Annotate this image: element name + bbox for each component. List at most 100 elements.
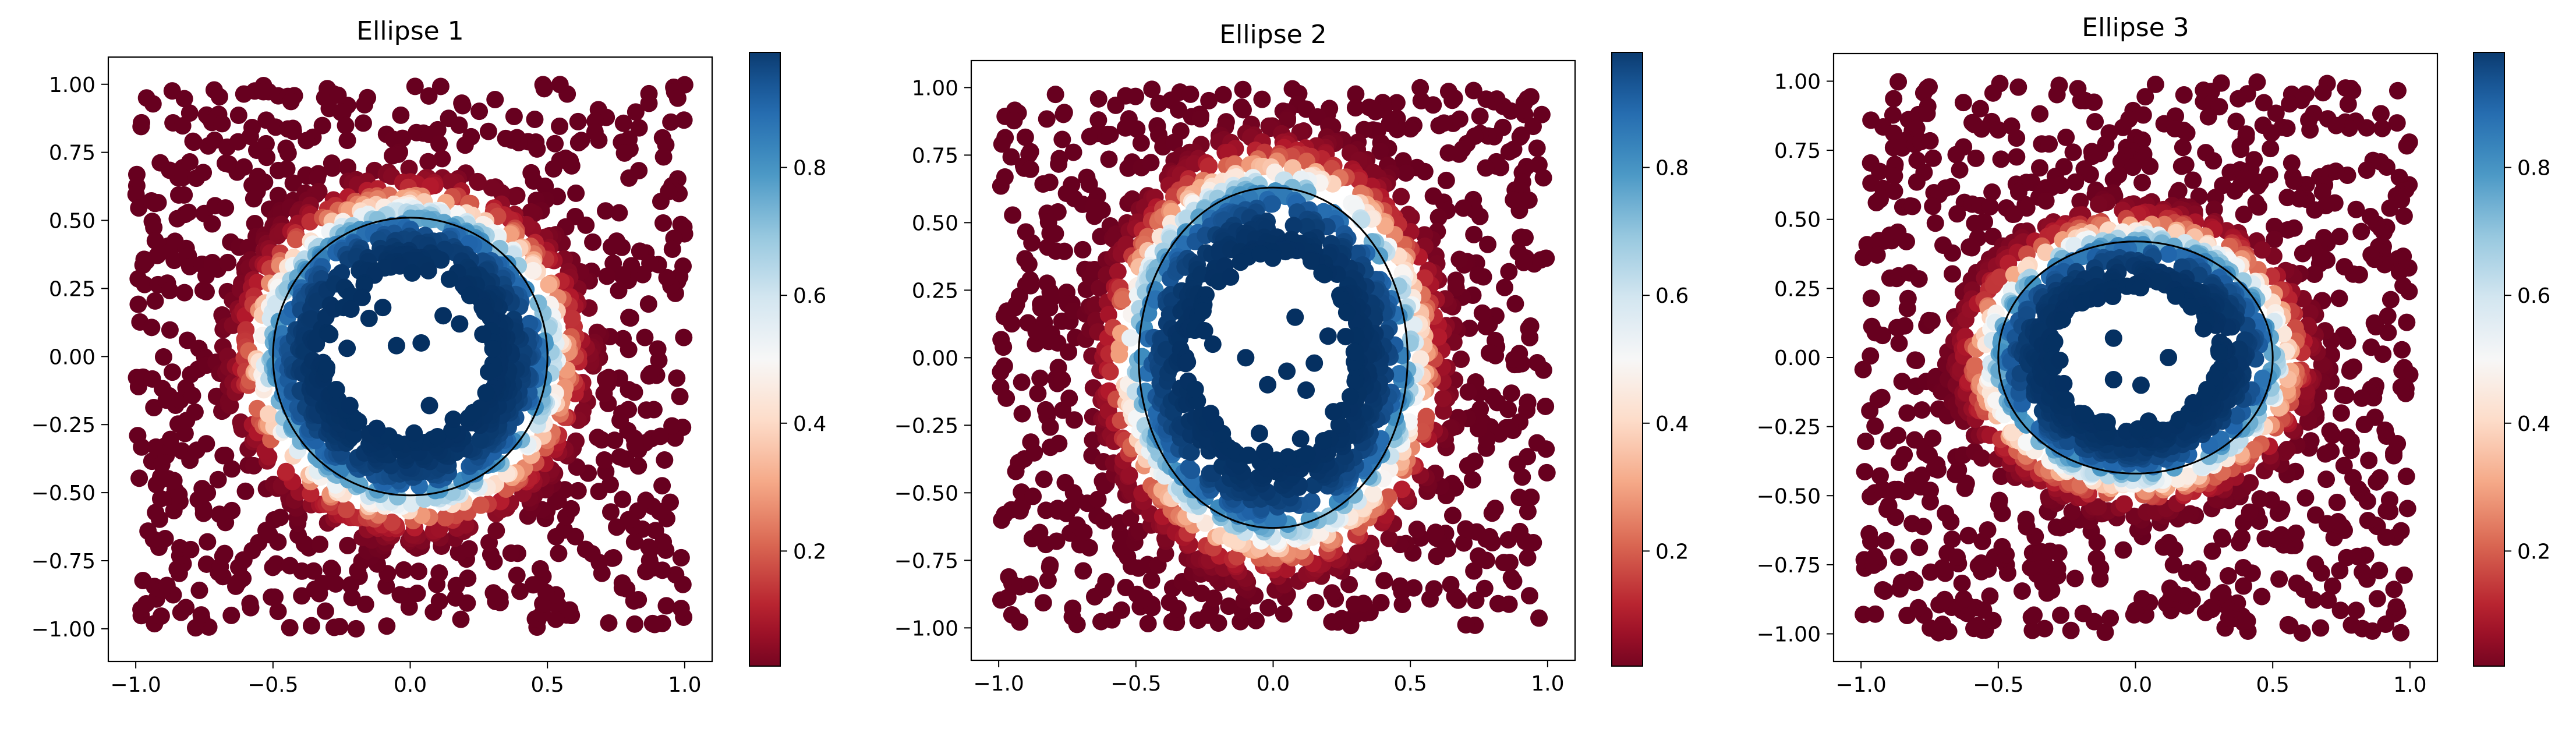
scatter-point xyxy=(1337,328,1354,345)
scatter-point xyxy=(2049,560,2067,577)
scatter-point xyxy=(2249,177,2266,194)
scatter-point xyxy=(1325,403,1342,420)
scatter-point xyxy=(550,544,567,562)
scatter-point xyxy=(1866,548,1884,565)
scatter-point xyxy=(1459,457,1477,475)
scatter-point xyxy=(1107,97,1124,114)
scatter-point xyxy=(1307,594,1324,611)
scatter-point xyxy=(1991,492,2008,509)
scatter-point xyxy=(130,469,148,487)
scatter-point xyxy=(654,214,672,232)
scatter-point xyxy=(505,108,523,125)
scatter-point xyxy=(1205,589,1223,607)
scatter-point xyxy=(1535,169,1552,186)
scatter-point xyxy=(404,264,421,282)
scatter-point xyxy=(1375,572,1393,589)
scatter-point xyxy=(1060,390,1078,407)
scatter-point xyxy=(1425,187,1442,205)
scatter-point xyxy=(1947,146,1965,164)
x-tick-label: 0.0 xyxy=(1257,672,1290,696)
colorbar-tick-label: 0.4 xyxy=(793,412,826,436)
scatter-point xyxy=(1275,605,1293,622)
scatter-point xyxy=(1179,353,1196,371)
scatter-point xyxy=(1455,199,1472,217)
scatter-point xyxy=(2133,174,2151,192)
scatter-point xyxy=(1944,265,1961,282)
scatter-point xyxy=(1031,370,1049,387)
scatter-point xyxy=(597,202,614,220)
scatter-point xyxy=(2009,79,2027,96)
scatter-point xyxy=(324,160,341,177)
scatter-point xyxy=(1509,455,1526,473)
scatter-point xyxy=(2086,113,2104,130)
scatter-point xyxy=(1867,606,1884,623)
scatter-point xyxy=(2337,79,2354,97)
scatter-point xyxy=(1035,470,1053,488)
scatter-point xyxy=(564,310,581,327)
scatter-point xyxy=(1075,523,1092,541)
scatter-point xyxy=(1278,363,1296,380)
scatter-point xyxy=(1237,349,1254,366)
scatter-point xyxy=(420,397,438,414)
scatter-point xyxy=(2214,584,2231,601)
scatter-point xyxy=(1095,512,1113,529)
scatter-point xyxy=(374,299,391,316)
scatter-point xyxy=(2306,201,2323,219)
scatter-point xyxy=(2373,120,2391,137)
scatter-point xyxy=(174,117,192,135)
scatter-point xyxy=(1937,505,1954,522)
scatter-point xyxy=(1856,463,1873,480)
x-tick-label: 0.0 xyxy=(394,673,427,697)
scatter-point xyxy=(671,388,689,405)
scatter-point xyxy=(1187,380,1204,398)
scatter-point xyxy=(1890,548,1908,566)
scatter-point xyxy=(2338,428,2356,445)
scatter-point xyxy=(378,617,395,635)
scatter-point xyxy=(1220,597,1237,615)
scatter-point xyxy=(441,270,458,288)
scatter-point xyxy=(1232,253,1249,271)
scatter-point xyxy=(1923,312,1941,330)
scatter-point xyxy=(1349,544,1366,562)
scatter-point xyxy=(217,199,234,217)
scatter-point xyxy=(1470,547,1487,565)
scatter-point xyxy=(626,615,643,633)
scatter-point xyxy=(1428,547,1445,565)
scatter-point xyxy=(2278,189,2296,206)
scatter-point xyxy=(1467,592,1485,609)
scatter-point xyxy=(1450,251,1468,268)
scatter-point xyxy=(1042,419,1059,436)
scatter-point xyxy=(337,117,355,135)
scatter-point xyxy=(1234,101,1252,118)
scatter-point xyxy=(2226,182,2244,200)
scatter-point xyxy=(1127,88,1144,105)
scatter-point xyxy=(1286,309,1304,326)
scatter-point xyxy=(1353,211,1371,229)
scatter-point xyxy=(176,284,193,302)
scatter-point xyxy=(430,135,448,153)
scatter-point xyxy=(1094,201,1111,219)
scatter-point xyxy=(1443,91,1461,109)
scatter-point xyxy=(409,585,426,602)
scatter-point xyxy=(664,240,681,258)
scatter-point xyxy=(2160,534,2178,551)
scatter-point xyxy=(2336,258,2353,275)
scatter-point xyxy=(640,295,657,313)
scatter-point xyxy=(1460,383,1477,401)
scatter-point xyxy=(2133,590,2151,607)
scatter-point xyxy=(303,617,320,635)
scatter-point xyxy=(477,384,494,401)
scatter-point xyxy=(1503,569,1520,586)
scatter-point xyxy=(368,420,385,437)
scatter-point xyxy=(1465,82,1482,100)
scatter-point xyxy=(567,185,585,202)
scatter-point xyxy=(2327,117,2345,135)
scatter-point xyxy=(497,130,515,147)
y-tick-label: −0.50 xyxy=(894,482,958,505)
scatter-point xyxy=(405,424,423,442)
y-tick-label: −1.00 xyxy=(894,617,958,640)
scatter-point xyxy=(1898,404,1916,422)
scatter-point xyxy=(2381,199,2398,217)
